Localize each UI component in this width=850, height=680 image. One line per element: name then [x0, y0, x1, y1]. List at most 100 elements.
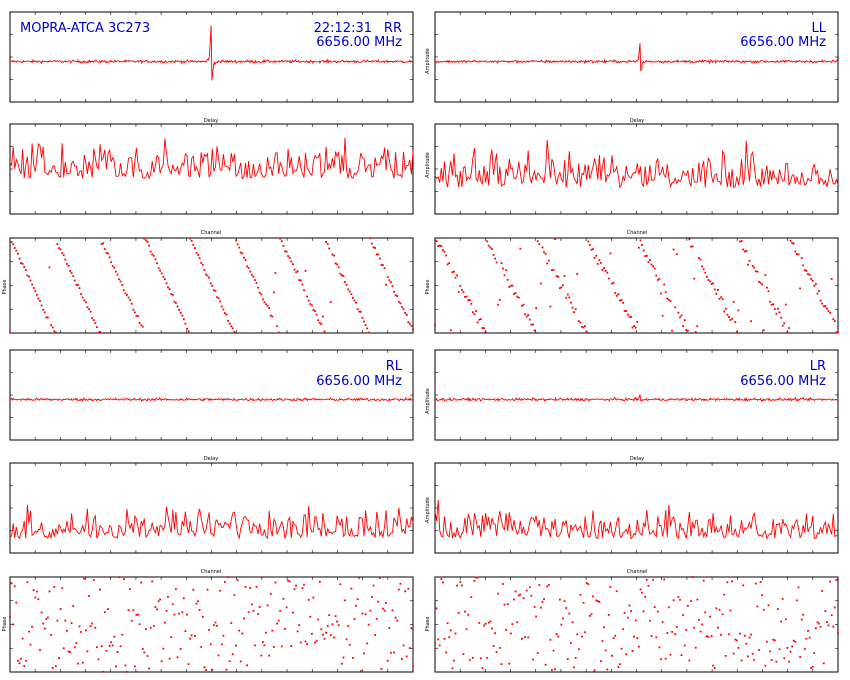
phase-point	[671, 630, 673, 633]
phase-point	[220, 643, 223, 646]
phase-point	[668, 298, 670, 301]
phase-point	[487, 244, 490, 247]
lr-delay-xlabel: Delay	[630, 456, 644, 462]
phase-point	[290, 645, 293, 647]
rl-delay-xlabel: Delay	[204, 456, 218, 462]
phase-point	[687, 329, 689, 332]
phase-point	[544, 663, 547, 666]
phase-point	[813, 652, 816, 654]
phase-point	[815, 283, 817, 286]
rl-pol-label: RL	[386, 359, 403, 374]
phase-point	[577, 320, 580, 322]
phase-point	[786, 331, 789, 333]
phase-point	[511, 623, 514, 625]
phase-point	[331, 623, 334, 626]
phase-point	[178, 309, 180, 311]
phase-point	[271, 629, 274, 632]
phase-point	[115, 270, 117, 273]
phase-point	[192, 588, 195, 591]
phase-point	[592, 248, 594, 250]
phase-point	[479, 657, 482, 660]
phase-point	[685, 329, 688, 331]
phase-point	[135, 614, 138, 616]
phase-point	[566, 658, 569, 660]
phase-point	[590, 613, 593, 616]
phase-point	[92, 579, 95, 581]
phase-point	[598, 259, 601, 262]
phase-point	[691, 245, 694, 248]
phase-point	[726, 313, 729, 316]
phase-point	[378, 257, 381, 260]
phase-point	[770, 659, 773, 661]
phase-point	[122, 578, 125, 580]
phase-point	[470, 596, 473, 598]
phase-point	[827, 310, 830, 312]
phase-point	[296, 630, 299, 633]
phase-point	[152, 625, 155, 627]
phase-point	[303, 289, 305, 292]
phase-point	[720, 633, 722, 636]
phase-point	[631, 326, 634, 329]
phase-point	[348, 290, 351, 293]
phase-point	[587, 240, 590, 243]
phase-point	[497, 592, 500, 595]
phase-point	[323, 637, 326, 640]
phase-point	[508, 662, 511, 665]
phase-point	[342, 656, 345, 659]
phase-point	[371, 242, 373, 245]
phase-point	[320, 323, 323, 326]
phase-point	[448, 262, 451, 264]
phase-point	[397, 300, 400, 303]
phase-point	[394, 294, 397, 297]
phase-point	[119, 645, 122, 648]
phase-point	[288, 257, 291, 259]
phase-point	[527, 636, 530, 639]
phase-point	[459, 284, 462, 287]
phase-point	[513, 293, 515, 295]
phase-point	[231, 653, 234, 656]
phase-point	[778, 648, 781, 651]
phase-point	[742, 248, 745, 251]
phase-point	[73, 279, 76, 282]
phase-point	[622, 301, 624, 304]
phase-point	[326, 625, 329, 627]
phase-point	[103, 611, 106, 614]
phase-point	[769, 300, 771, 303]
phase-point	[311, 304, 313, 307]
phase-point	[36, 590, 38, 593]
phase-point	[551, 669, 553, 671]
phase-point	[111, 644, 114, 647]
phase-point	[100, 243, 103, 245]
phase-point	[176, 656, 179, 659]
phase-point	[115, 665, 117, 668]
phase-point	[88, 308, 90, 311]
phase-point	[729, 609, 732, 612]
phase-point	[777, 307, 779, 310]
phase-point	[205, 273, 207, 276]
phase-point	[29, 643, 32, 646]
phase-point	[829, 311, 831, 314]
phase-point	[524, 313, 526, 316]
phase-point	[758, 280, 760, 283]
phase-point	[159, 269, 161, 272]
phase-point	[457, 612, 460, 614]
phase-point	[628, 604, 631, 607]
phase-point	[555, 275, 558, 277]
phase-point	[205, 669, 207, 671]
phase-point	[449, 629, 452, 632]
phase-point	[781, 324, 784, 327]
phase-point	[573, 666, 575, 669]
phase-point	[331, 253, 334, 256]
phase-point	[336, 620, 338, 623]
amplitude-trace	[434, 499, 839, 540]
phase-point	[250, 273, 253, 276]
phase-point	[23, 266, 26, 268]
delay-trace	[434, 43, 839, 72]
phase-point	[269, 314, 272, 317]
phase-point	[391, 609, 394, 612]
phase-point	[145, 628, 147, 631]
phase-point	[69, 651, 71, 653]
phase-point	[704, 271, 707, 274]
phase-point	[645, 254, 648, 257]
phase-point	[731, 317, 733, 320]
